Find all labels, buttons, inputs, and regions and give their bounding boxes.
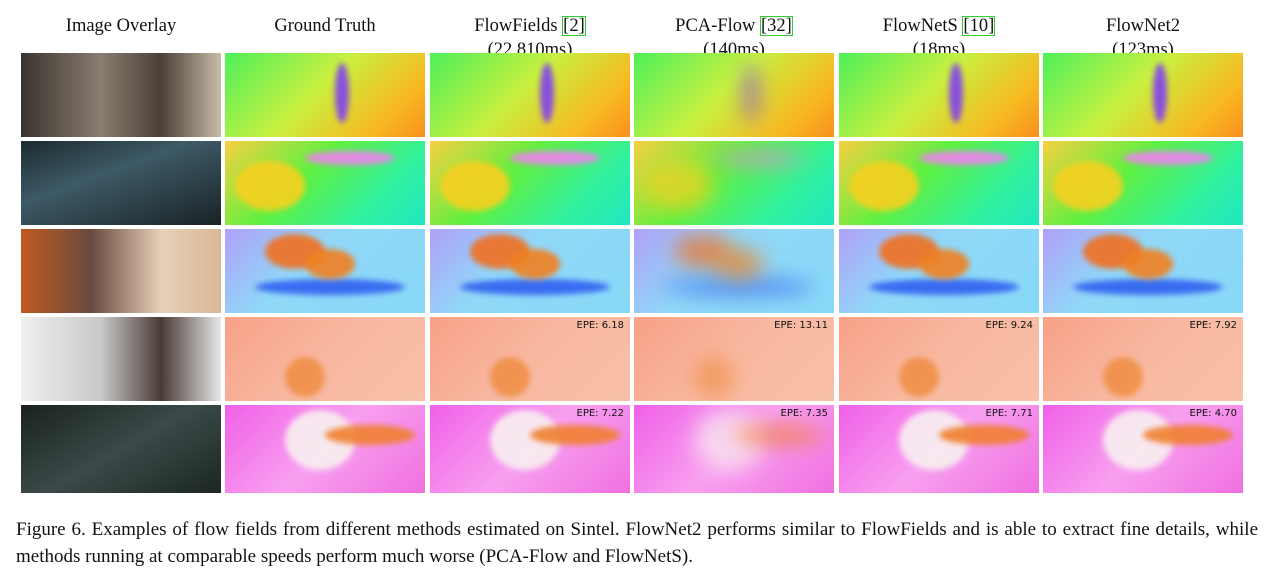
flow-region [919, 151, 1009, 165]
flow-region [1103, 357, 1143, 397]
flow-image [430, 317, 630, 401]
header-text: [2] [562, 16, 586, 36]
flow-image [634, 405, 834, 493]
input-image [21, 317, 221, 401]
flow-image [634, 317, 834, 401]
epe-label: EPE: 9.24 [985, 320, 1033, 331]
flow-image [430, 229, 630, 313]
flow-region [1123, 249, 1173, 279]
header-text: FlowFields [474, 16, 558, 36]
flow-region [285, 357, 325, 397]
flow-image [225, 405, 425, 493]
epe-label: EPE: 7.22 [576, 408, 624, 419]
flow-region [440, 161, 510, 211]
header-text: FlowNet2 [1106, 16, 1180, 36]
flow-region [714, 249, 764, 279]
flow-region [530, 425, 620, 445]
flow-image [634, 141, 834, 225]
flow-region [335, 63, 349, 123]
flow-region [939, 425, 1029, 445]
input-image [21, 141, 221, 225]
flow-image [430, 405, 630, 493]
figure-caption: Figure 6. Examples of flow fields from d… [16, 519, 1258, 567]
header-text: Ground Truth [274, 16, 376, 36]
epe-label: EPE: 13.11 [774, 320, 828, 331]
flow-region [869, 279, 1019, 295]
input-image [21, 53, 221, 137]
flow-region [664, 279, 814, 295]
column-header: Image Overlay [19, 14, 223, 38]
flow-region [714, 151, 804, 165]
flow-region [1143, 425, 1233, 445]
flow-region [305, 249, 355, 279]
flow-image [1043, 405, 1243, 493]
flow-image [225, 317, 425, 401]
flow-region [255, 279, 405, 295]
epe-label: EPE: 7.35 [780, 408, 828, 419]
flow-region [1123, 151, 1213, 165]
flow-region [744, 63, 758, 123]
flow-region [1073, 279, 1223, 295]
flow-region [460, 279, 610, 295]
flow-image [634, 229, 834, 313]
flow-region [734, 425, 824, 445]
flow-region [849, 161, 919, 211]
flow-region [694, 357, 734, 397]
flow-image [634, 53, 834, 137]
header-text: Image Overlay [65, 16, 177, 36]
epe-label: EPE: 4.70 [1189, 408, 1237, 419]
header-text: PCA-Flow [675, 16, 756, 36]
column-header: Ground Truth [223, 14, 427, 38]
flow-region [325, 425, 415, 445]
flow-region [305, 151, 395, 165]
flow-region [1153, 63, 1167, 123]
flow-image [839, 317, 1039, 401]
flow-region [919, 249, 969, 279]
flow-image [1043, 317, 1243, 401]
header-text: FlowNetS [882, 16, 958, 36]
input-image [21, 229, 221, 313]
flow-region [899, 357, 939, 397]
epe-label: EPE: 6.18 [576, 320, 624, 331]
flow-image [1043, 229, 1243, 313]
header-text: [32] [760, 16, 793, 36]
flow-region [510, 151, 600, 165]
flow-region [235, 161, 305, 211]
flow-region [644, 161, 714, 211]
flow-image [225, 229, 425, 313]
input-image [21, 405, 221, 493]
flow-region [540, 63, 554, 123]
flow-image [839, 229, 1039, 313]
flow-image [225, 141, 425, 225]
flow-image [430, 53, 630, 137]
header-text: [10] [962, 16, 996, 36]
flow-image [839, 53, 1039, 137]
flow-region [490, 357, 530, 397]
flow-region [510, 249, 560, 279]
flow-region [949, 63, 963, 123]
flow-image [225, 53, 425, 137]
flow-region [1053, 161, 1123, 211]
flow-image [1043, 141, 1243, 225]
flow-image [839, 141, 1039, 225]
epe-label: EPE: 7.71 [985, 408, 1033, 419]
flow-image [430, 141, 630, 225]
flow-image [1043, 53, 1243, 137]
flow-image [839, 405, 1039, 493]
epe-label: EPE: 7.92 [1189, 320, 1237, 331]
